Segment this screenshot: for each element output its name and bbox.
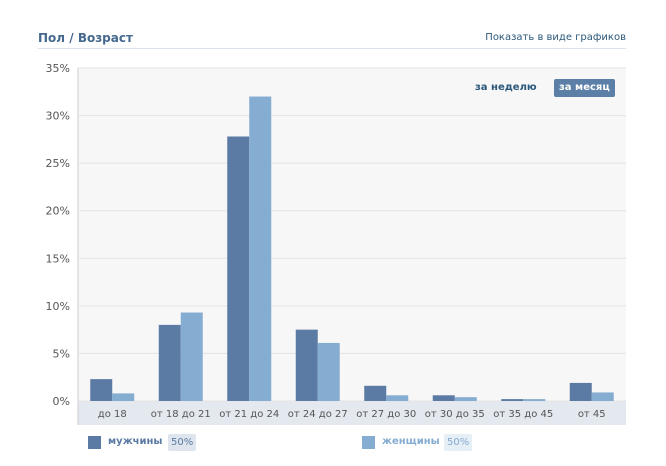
legend-share-men: 50% (168, 434, 197, 451)
legend-label-men: мужчины (108, 436, 163, 447)
show-as-graphs-link[interactable]: Показать в виде графиков (485, 32, 626, 43)
x-tick-label: до 18 (98, 409, 127, 420)
x-tick-label: от 24 до 27 (288, 409, 348, 420)
bar-men-5[interactable] (432, 395, 455, 401)
section-header: Пол / Возраст Показать в виде графиков (38, 30, 626, 49)
bar-women-4[interactable] (386, 395, 409, 401)
legend-share-women: 50% (444, 434, 473, 451)
x-tick-labels: до 18 от 18 до 21 от 21 до 24 от 24 до 27 от… (98, 409, 606, 420)
bar-men-3[interactable] (295, 329, 318, 401)
bar-women-2[interactable] (249, 96, 272, 402)
month-button[interactable]: за месяц (554, 79, 615, 97)
y-tick-label: 35% (46, 62, 70, 75)
bar-women-1[interactable] (180, 312, 203, 401)
y-tick-label: 30% (46, 110, 70, 123)
x-tick-label: от 21 до 24 (219, 409, 279, 420)
legend-label-women: женщины (382, 436, 440, 447)
y-tick-label: 25% (46, 157, 70, 170)
women-swatch-icon (362, 436, 375, 449)
x-tick-label: от 30 до 35 (425, 409, 485, 420)
bar-men-0[interactable] (90, 379, 113, 401)
x-tick-label: от 45 (578, 409, 606, 420)
bar-women-0[interactable] (112, 393, 135, 401)
y-tick-label: 5% (53, 347, 70, 360)
bar-women-3[interactable] (317, 342, 340, 401)
y-tick-label: 10% (46, 300, 70, 313)
bar-men-6[interactable] (501, 399, 524, 401)
bar-women-7[interactable] (591, 392, 614, 401)
x-tick-label: от 35 до 45 (493, 409, 553, 420)
week-button[interactable]: за неделю (475, 82, 537, 93)
bar-women-6[interactable] (523, 399, 546, 401)
bar-men-7[interactable] (569, 382, 592, 401)
y-tick-label: 0% (53, 395, 70, 408)
y-tick-label: 20% (46, 205, 70, 218)
x-tick-label: от 27 до 30 (356, 409, 416, 420)
bars (90, 96, 614, 402)
section-title: Пол / Возраст (38, 31, 133, 45)
x-tick-label: от 18 до 21 (151, 409, 211, 420)
men-swatch-icon (88, 436, 101, 449)
bar-men-4[interactable] (364, 385, 387, 401)
x-axis-band (78, 401, 626, 425)
bar-men-1[interactable] (158, 324, 181, 401)
bar-women-5[interactable] (454, 397, 477, 401)
bar-men-2[interactable] (227, 136, 250, 401)
y-tick-label: 15% (46, 252, 70, 265)
y-tick-labels: 0% 5% 10% 15% 20% 25% 30% 35% (46, 62, 70, 408)
